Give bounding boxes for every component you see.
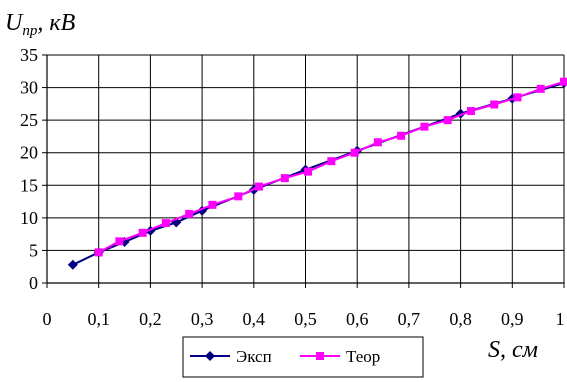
x-tick-label: 0,4 bbox=[243, 309, 266, 329]
data-point-marker bbox=[208, 200, 217, 209]
y-tick-label: 10 bbox=[20, 208, 38, 228]
data-point-marker bbox=[466, 107, 475, 116]
x-tick-label: 0,5 bbox=[294, 309, 317, 329]
data-point-marker bbox=[560, 77, 567, 86]
data-point-marker bbox=[420, 122, 429, 131]
y-tick-label: 30 bbox=[20, 78, 38, 98]
x-tick-label: 0,2 bbox=[139, 309, 162, 329]
series-line bbox=[72, 82, 565, 266]
legend-label: Эксп bbox=[236, 347, 272, 366]
legend-swatch-marker bbox=[316, 352, 324, 360]
y-tick-label: 35 bbox=[20, 45, 38, 65]
x-tick-label: 0 bbox=[43, 309, 52, 329]
x-tick-label: 0,1 bbox=[87, 309, 110, 329]
x-tick-label: 1 bbox=[556, 309, 565, 329]
data-point-marker bbox=[490, 100, 499, 109]
series-group bbox=[67, 77, 567, 270]
x-tick-label: 0,7 bbox=[398, 309, 421, 329]
y-tick-labels: 0 5 10 15 20 25 30 35 bbox=[20, 45, 38, 293]
data-point-marker bbox=[443, 116, 452, 125]
data-point-marker bbox=[254, 182, 263, 191]
x-tick-label: 0,3 bbox=[191, 309, 214, 329]
y-tick-label: 20 bbox=[20, 143, 38, 163]
y-tick-label: 25 bbox=[20, 110, 38, 130]
data-point-marker bbox=[513, 93, 522, 102]
y-axis-title-subscript: пр bbox=[22, 23, 38, 39]
data-point-marker bbox=[280, 174, 289, 183]
legend-label: Теор bbox=[346, 347, 380, 366]
y-axis-title-unit: , кВ bbox=[37, 10, 75, 36]
data-point-marker bbox=[185, 209, 194, 218]
x-tick-label: 0,6 bbox=[346, 309, 369, 329]
data-point-marker bbox=[327, 157, 336, 166]
y-tick-label: 5 bbox=[29, 240, 38, 260]
x-axis-title: S, см bbox=[488, 337, 538, 363]
axes bbox=[42, 54, 565, 288]
legend: Эксп Теор bbox=[182, 336, 424, 378]
y-axis-title: Uпр, кВ bbox=[5, 10, 76, 39]
data-point-marker bbox=[138, 228, 147, 237]
data-point-marker bbox=[350, 148, 359, 157]
legend-swatch-marker bbox=[205, 351, 215, 361]
data-point-marker bbox=[67, 259, 78, 270]
data-point-marker bbox=[94, 248, 103, 257]
x-tick-labels: 0 0,1 0,2 0,3 0,4 0,5 0,6 0,7 0,8 0,9 1 bbox=[43, 309, 565, 329]
data-point-marker bbox=[234, 192, 243, 201]
data-point-marker bbox=[536, 84, 545, 93]
data-point-marker bbox=[373, 138, 382, 147]
x-tick-label: 0,9 bbox=[501, 309, 524, 329]
data-point-marker bbox=[115, 237, 124, 246]
data-point-marker bbox=[304, 167, 313, 176]
y-tick-label: 15 bbox=[20, 175, 38, 195]
data-point-marker bbox=[397, 131, 406, 140]
data-point-marker bbox=[161, 219, 170, 228]
y-axis-title-main: U bbox=[5, 10, 24, 36]
x-tick-label: 0,8 bbox=[449, 309, 472, 329]
y-tick-label: 0 bbox=[29, 273, 38, 293]
series-2 bbox=[94, 77, 567, 257]
